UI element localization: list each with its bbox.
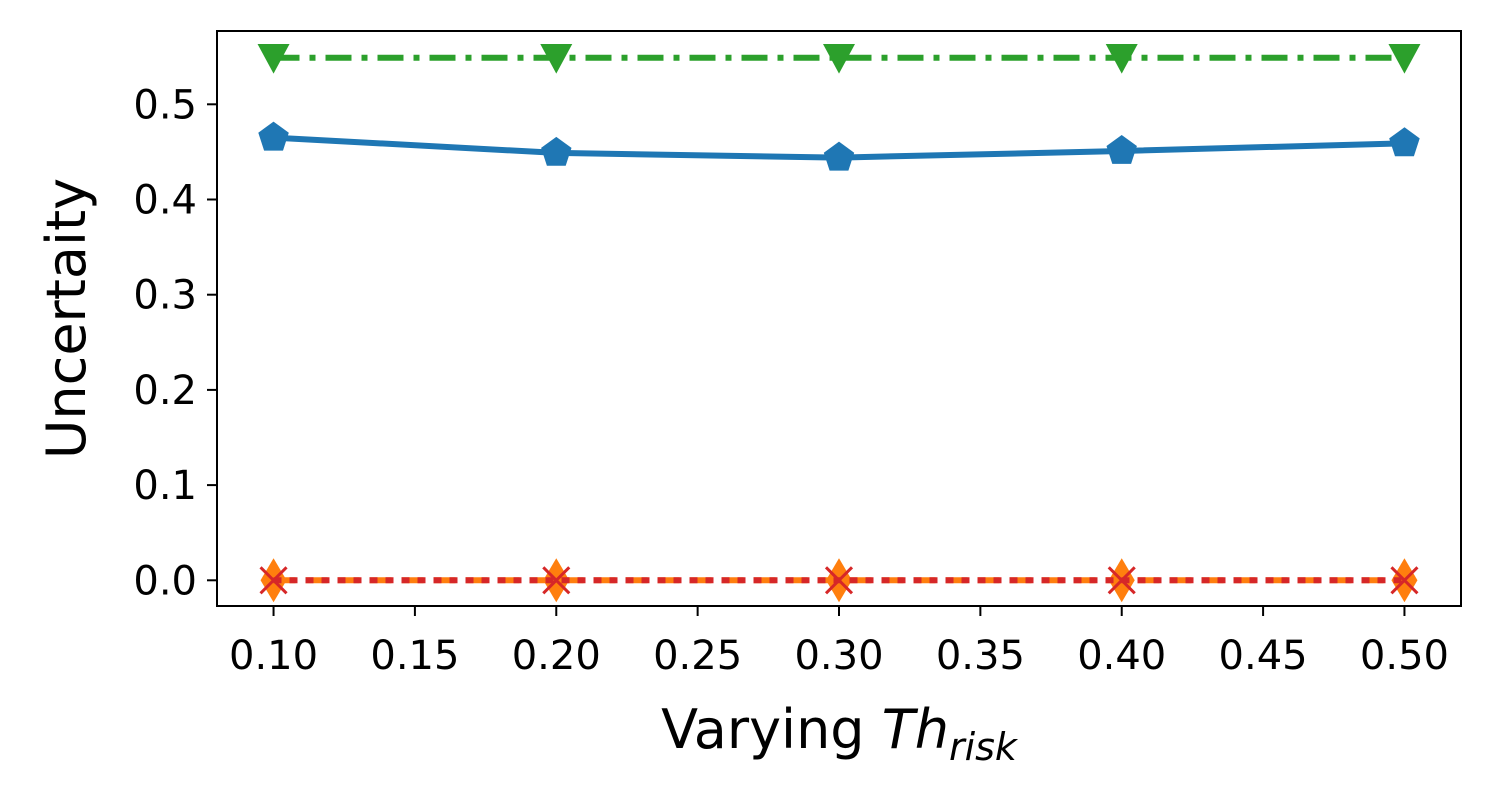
x-tick-label: 0.45 bbox=[1219, 633, 1308, 679]
series-3 bbox=[259, 566, 1419, 595]
x-axis-title: Varying Thrisk bbox=[661, 698, 1019, 769]
y-tick-label: 0.1 bbox=[133, 463, 197, 509]
series-1 bbox=[258, 121, 1420, 171]
x-tick-label: 0.35 bbox=[936, 633, 1025, 679]
x-tick-label: 0.15 bbox=[370, 633, 459, 679]
data-point bbox=[540, 44, 573, 74]
y-axis-title: Uncertaity bbox=[35, 178, 98, 459]
y-tick-label: 0.0 bbox=[133, 558, 197, 604]
series-0 bbox=[257, 44, 1421, 74]
plot-frame bbox=[216, 30, 1462, 607]
data-point bbox=[1389, 127, 1420, 157]
data-point bbox=[824, 566, 854, 595]
y-axis-ticks: 0.0 0.1 0.2 0.3 0.4 0.5 bbox=[133, 82, 217, 604]
x-axis-title-subscript: risk bbox=[949, 725, 1019, 769]
y-tick-label: 0.5 bbox=[133, 82, 197, 128]
data-point bbox=[542, 566, 571, 595]
data-point bbox=[1105, 44, 1138, 74]
data-point bbox=[1107, 566, 1136, 595]
x-tick-label: 0.40 bbox=[1077, 633, 1166, 679]
x-tick-label: 0.30 bbox=[794, 633, 883, 679]
data-point bbox=[823, 44, 855, 74]
data-point bbox=[258, 121, 289, 151]
data-point bbox=[541, 136, 572, 166]
y-tick-label: 0.3 bbox=[133, 273, 197, 319]
data-point bbox=[1106, 135, 1137, 164]
x-tick-label: 0.50 bbox=[1360, 633, 1449, 679]
y-tick-label: 0.2 bbox=[133, 368, 197, 414]
x-tick-label: 0.20 bbox=[512, 633, 601, 679]
data-point bbox=[823, 141, 855, 171]
data-point bbox=[1390, 566, 1419, 595]
x-tick-label: 0.25 bbox=[653, 633, 742, 679]
data-point bbox=[1388, 44, 1421, 74]
x-axis-title-main: Varying bbox=[661, 698, 882, 761]
x-tick-label: 0.10 bbox=[229, 633, 318, 679]
x-axis-title-symbol: Th bbox=[882, 698, 949, 761]
data-point bbox=[259, 566, 288, 595]
series-layer bbox=[257, 44, 1421, 603]
x-axis-ticks: 0.10 0.15 0.20 0.25 0.30 0.35 0.40 0.45 0.50 bbox=[229, 606, 1449, 679]
data-point bbox=[257, 44, 290, 74]
y-tick-label: 0.4 bbox=[133, 178, 197, 224]
